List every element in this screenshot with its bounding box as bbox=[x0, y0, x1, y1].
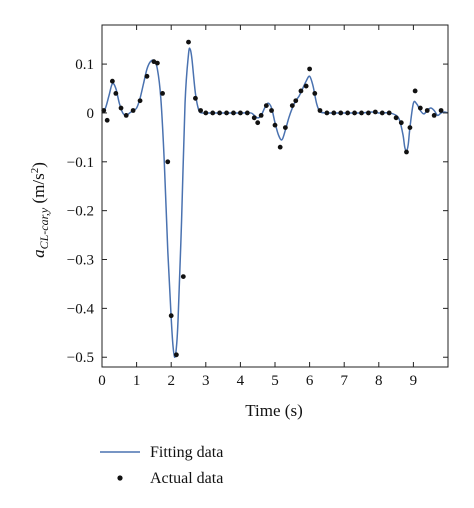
actual-data-point bbox=[130, 108, 136, 113]
actual-data-point bbox=[168, 313, 174, 319]
fitting-data-line bbox=[101, 47, 449, 358]
axis-layer: 0 1 2 3 4 5 6 7 8 9 0.1 0 −0.1 −0.2 −0.3 −0.4 −0.5 bbox=[67, 24, 449, 389]
y-tick-label: −0.1 bbox=[67, 155, 94, 171]
y-tick-label: 0.1 bbox=[75, 57, 94, 73]
actual-data-point bbox=[303, 83, 309, 89]
x-tick-label: 0 bbox=[98, 373, 106, 389]
actual-data-point bbox=[244, 110, 250, 116]
actual-data-point bbox=[109, 78, 115, 84]
x-tick-label: 3 bbox=[202, 373, 210, 389]
actual-data-point bbox=[345, 110, 351, 116]
actual-data-point bbox=[272, 122, 278, 128]
actual-data-point bbox=[165, 159, 171, 165]
legend-dot-swatch bbox=[117, 475, 123, 481]
actual-data-point bbox=[154, 60, 160, 66]
actual-data-point bbox=[307, 66, 312, 72]
actual-data-point bbox=[203, 110, 209, 116]
y-tick-label: −0.3 bbox=[67, 253, 94, 269]
actual-data-point bbox=[160, 91, 165, 96]
actual-data-point bbox=[379, 110, 385, 116]
actual-data-point bbox=[417, 105, 423, 111]
actual-data-point bbox=[193, 95, 198, 101]
actual-data-point bbox=[251, 115, 257, 121]
x-tick-label: 8 bbox=[375, 373, 383, 389]
actual-data-point bbox=[372, 109, 378, 115]
y-tick-label: −0.4 bbox=[67, 301, 95, 317]
actual-data-point bbox=[263, 103, 269, 109]
actual-data-point bbox=[352, 110, 357, 116]
actual-data-point bbox=[277, 144, 283, 150]
actual-data-point bbox=[404, 149, 409, 155]
actual-data-point bbox=[298, 88, 304, 94]
y-tick-label: −0.5 bbox=[67, 350, 94, 366]
x-tick-label: 9 bbox=[410, 373, 418, 389]
actual-data-point bbox=[386, 110, 392, 116]
actual-data-point bbox=[123, 112, 129, 118]
actual-data-point bbox=[198, 108, 204, 113]
actual-data-point bbox=[238, 110, 243, 116]
actual-data-point bbox=[289, 103, 295, 109]
y-tick-label: −0.2 bbox=[67, 204, 94, 220]
actual-data-point bbox=[137, 98, 143, 104]
legend-label-fitting: Fitting data bbox=[150, 444, 223, 461]
x-tick-label: 1 bbox=[133, 373, 141, 389]
actual-data-point bbox=[312, 91, 318, 96]
legend: Fitting data Actual data bbox=[100, 444, 223, 487]
actual-data-point bbox=[293, 98, 299, 104]
y-axis-title: aCL-car,y (m/s2) bbox=[29, 162, 51, 258]
actual-data-point bbox=[317, 108, 323, 113]
actual-data-point bbox=[393, 115, 399, 121]
plot-layer bbox=[101, 39, 449, 358]
x-tick-label: 4 bbox=[237, 373, 245, 389]
actual-data-point bbox=[217, 110, 223, 116]
actual-data-point bbox=[210, 110, 216, 116]
actual-data-point bbox=[118, 105, 124, 111]
actual-data-point bbox=[359, 110, 364, 116]
actual-data-point bbox=[255, 120, 261, 126]
x-axis-title: Time (s) bbox=[245, 401, 302, 420]
actual-data-point bbox=[101, 108, 107, 113]
actual-data-point bbox=[186, 39, 191, 45]
actual-data-point bbox=[113, 91, 119, 96]
actual-data-point bbox=[431, 112, 437, 118]
actual-data-point bbox=[231, 110, 236, 116]
actual-data-point bbox=[258, 112, 264, 118]
actual-data-point bbox=[173, 352, 179, 358]
actual-data-point bbox=[331, 110, 337, 116]
actual-data-point bbox=[398, 120, 404, 126]
actual-data-point bbox=[324, 110, 330, 116]
actual-data-point bbox=[407, 125, 413, 130]
actual-data-point bbox=[224, 110, 229, 116]
y-tick-label: 0 bbox=[87, 106, 95, 122]
actual-data-point bbox=[282, 125, 288, 130]
plot-frame bbox=[101, 24, 449, 368]
actual-data-point bbox=[338, 110, 344, 116]
x-tick-label: 6 bbox=[306, 373, 314, 389]
actual-data-point bbox=[104, 117, 110, 123]
actual-data-point bbox=[269, 108, 274, 113]
actual-data-point bbox=[438, 108, 444, 113]
x-tick-label: 2 bbox=[167, 373, 175, 389]
actual-data-point bbox=[424, 108, 430, 113]
x-tick-label: 7 bbox=[340, 373, 348, 389]
actual-data-point bbox=[180, 274, 186, 280]
x-tick-label: 5 bbox=[271, 373, 279, 389]
actual-data-point bbox=[144, 73, 150, 79]
legend-label-actual: Actual data bbox=[150, 470, 223, 487]
actual-data-point bbox=[412, 88, 418, 94]
actual-data-point bbox=[366, 110, 371, 116]
